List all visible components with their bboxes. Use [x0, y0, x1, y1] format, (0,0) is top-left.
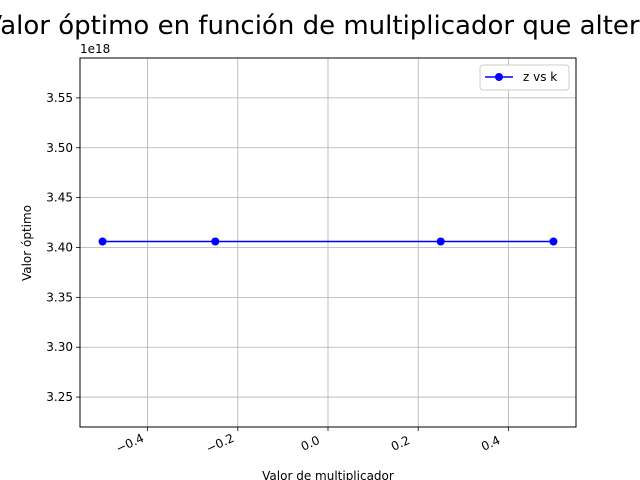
x-tick-label: −0.4: [114, 431, 146, 456]
y-offset-label: 1e18: [80, 42, 110, 56]
y-tick-label: 3.45: [46, 191, 73, 205]
y-tick-label: 3.40: [46, 240, 73, 254]
data-point: [98, 237, 107, 246]
x-tick-label: 0.2: [389, 433, 412, 454]
legend-box: [479, 64, 570, 91]
data-point: [549, 237, 558, 246]
y-tick-label: 3.25: [46, 390, 73, 404]
grid: [80, 58, 576, 427]
x-tick-label: 0.4: [479, 433, 502, 454]
y-tick-label: 3.30: [46, 340, 73, 354]
data-point: [211, 237, 220, 246]
x-tick-label: 0.0: [299, 433, 322, 454]
y-tick-label: 3.55: [46, 91, 73, 105]
x-axis-label: Valor de multiplicador: [262, 469, 394, 480]
data-point: [436, 237, 445, 246]
legend-label: z vs k: [523, 70, 557, 84]
chart-title: Valor óptimo en función de multiplicador…: [0, 11, 640, 41]
legend: z vs k: [479, 64, 570, 91]
y-tick-label: 3.35: [46, 290, 73, 304]
series-layer: [98, 237, 558, 246]
y-axis-label: Valor óptimo: [20, 205, 34, 281]
legend-marker-icon: [495, 73, 503, 81]
y-tick-label: 3.50: [46, 141, 73, 155]
axis-ticks: −0.4 −0.2 0.0 0.2 0.4 3.25 3.30 3.35 3.40 3.45 3.5…: [46, 91, 509, 456]
x-tick-label: −0.2: [204, 431, 236, 456]
